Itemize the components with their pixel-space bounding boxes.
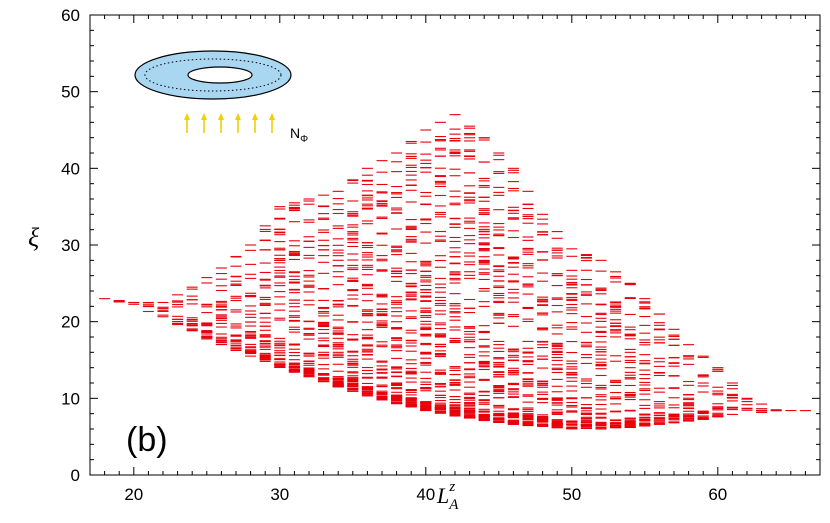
y-tick-label: 40	[61, 159, 80, 178]
x-tick-label: 40	[416, 485, 435, 504]
y-tick-label: 60	[61, 6, 80, 25]
y-tick-label: 20	[61, 313, 80, 332]
flux-label: NΦ	[290, 125, 308, 145]
y-tick-label: 0	[71, 466, 80, 485]
y-tick-label: 50	[61, 83, 80, 102]
y-tick-label: 30	[61, 236, 80, 255]
flux-arrow-head	[201, 113, 207, 120]
x-tick-label: 60	[708, 485, 727, 504]
y-axis-title: ξ	[28, 223, 40, 252]
x-tick-label: 20	[124, 485, 143, 504]
x-axis-title-subscript: A	[448, 497, 459, 513]
data-marks	[99, 114, 811, 430]
annulus-dotted-boundary	[144, 58, 282, 92]
flux-arrow-head	[218, 113, 224, 120]
x-tick-label: 30	[270, 485, 289, 504]
flux-label-subscript: Φ	[300, 134, 308, 145]
y-tick-label: 10	[61, 389, 80, 408]
flux-arrow-head	[269, 113, 275, 120]
flux-arrow-head	[184, 113, 190, 120]
annulus-inset: NΦ	[134, 50, 308, 145]
flux-arrow-head	[235, 113, 241, 120]
x-axis-title: LAz	[436, 479, 459, 513]
x-tick-label: 50	[562, 485, 581, 504]
panel-label: (b)	[126, 421, 168, 459]
axis-ticks: 20 30 40 50 60 0 10 20 30 40 50 60	[61, 6, 821, 504]
flux-arrow-head	[252, 113, 258, 120]
annulus-hole	[187, 66, 253, 84]
x-axis-title-superscript: z	[448, 479, 455, 495]
flux-arrows	[184, 113, 275, 133]
